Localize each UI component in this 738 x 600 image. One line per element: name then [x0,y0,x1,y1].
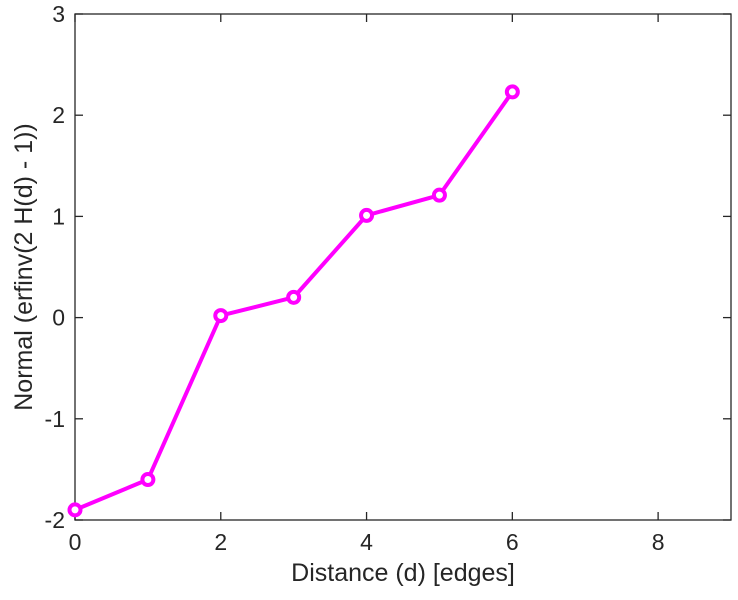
data-point-marker [504,84,520,100]
data-point-marker [431,187,447,203]
x-axis-label: Distance (d) [edges] [291,559,515,587]
data-point-marker [213,308,229,324]
y-tick-label: 1 [52,203,65,229]
data-point-marker [359,207,375,223]
data-point-marker [286,289,302,305]
x-tick-label: 8 [652,529,665,555]
y-axis-label: Normal (erfinv(2 H(d) - 1)) [10,123,38,411]
y-tick-label: 0 [52,305,65,331]
x-tick-label: 2 [214,529,227,555]
x-tick-label: 4 [360,529,373,555]
y-tick-label: -2 [45,507,65,533]
axes-box [74,13,732,521]
y-tick-label: 3 [52,1,65,27]
x-tick-label: 6 [506,529,519,555]
y-tick-label: -1 [45,406,65,432]
y-tick-label: 2 [52,102,65,128]
x-tick-label: 0 [69,529,82,555]
data-point-marker [140,472,156,488]
data-point-marker [67,502,83,518]
